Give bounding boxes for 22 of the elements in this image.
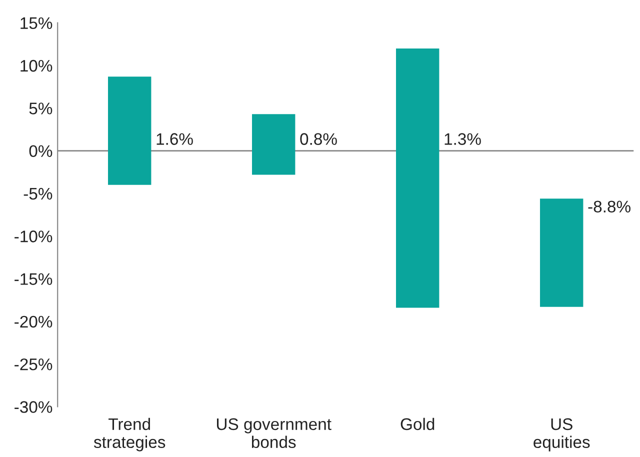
x-tick-label: Trend strategies: [94, 418, 166, 452]
y-tick-label: -15%: [14, 273, 52, 285]
y-tick-label: -10%: [14, 230, 52, 242]
annotation: 1.3%: [444, 133, 481, 145]
x-tick-label: US government bonds: [216, 418, 332, 448]
annotation: -8.8%: [588, 200, 630, 213]
y-tick-label: -25%: [14, 358, 52, 370]
y-tick-label: -5%: [24, 188, 52, 200]
y-tick-label: 0%: [29, 145, 52, 158]
bar: [396, 48, 440, 308]
bar: [252, 114, 296, 175]
x-tick-label: US equities: [534, 418, 590, 452]
y-tick-label: -30%: [14, 401, 52, 413]
bar: [108, 76, 152, 185]
y-tick-label: 10%: [20, 60, 52, 72]
y-tick-label: 5%: [29, 102, 52, 114]
y-tick-label: 15%: [20, 17, 52, 30]
x-tick-label: Gold: [400, 418, 434, 430]
y-tick-label: -20%: [14, 316, 52, 328]
bar: [540, 198, 584, 307]
annotation: 1.6%: [156, 133, 193, 145]
annotation: 0.8%: [300, 133, 337, 145]
